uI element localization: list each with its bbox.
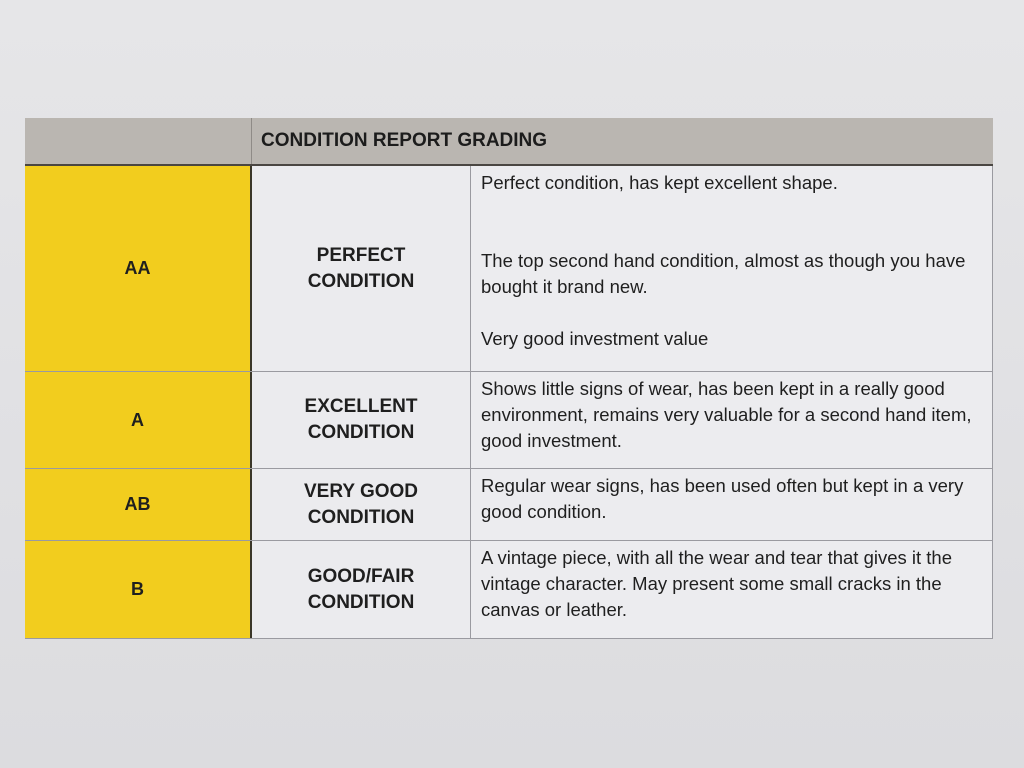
condition-line: CONDITION bbox=[307, 270, 415, 292]
condition-line: GOOD/FAIR bbox=[307, 565, 415, 587]
table-row: A EXCELLENT CONDITION Shows little signs … bbox=[25, 372, 993, 469]
description-text: Perfect condition, has kept excellent sh… bbox=[481, 172, 838, 193]
table-row: B GOOD/FAIR CONDITION A vintage piece, wi… bbox=[25, 541, 993, 639]
table-header: CONDITION REPORT GRADING bbox=[25, 118, 993, 166]
header-blank-cell bbox=[25, 118, 251, 164]
condition-line: CONDITION bbox=[307, 591, 415, 613]
description-cell: Perfect condition, has kept excellent sh… bbox=[471, 166, 993, 371]
description-text: A vintage piece, with all the wear and t… bbox=[481, 547, 953, 620]
condition-cell: GOOD/FAIR CONDITION bbox=[252, 541, 471, 638]
description-text: Very good investment value bbox=[481, 328, 709, 349]
table-row: AB VERY GOOD CONDITION Regular wear signs… bbox=[25, 469, 993, 541]
description-cell: A vintage piece, with all the wear and t… bbox=[471, 541, 993, 638]
condition-line: EXCELLENT bbox=[304, 396, 418, 417]
condition-line: PERFECT bbox=[316, 244, 406, 266]
condition-cell: PERFECT CONDITION bbox=[252, 166, 471, 371]
condition-line: VERY GOOD bbox=[303, 480, 419, 502]
description-cell: Regular wear signs, has been used often … bbox=[471, 469, 993, 540]
condition-grading-table: CONDITION REPORT GRADING AA PERFECT CONDI… bbox=[25, 118, 993, 639]
condition-line: CONDITION bbox=[307, 422, 415, 443]
grade-cell: AB bbox=[25, 469, 252, 540]
condition-cell: EXCELLENT CONDITION bbox=[252, 372, 471, 468]
description-text: The top second hand condition, almost as… bbox=[481, 250, 966, 297]
grade-cell: B bbox=[25, 541, 252, 638]
condition-cell: VERY GOOD CONDITION bbox=[252, 469, 471, 540]
table-title: CONDITION REPORT GRADING bbox=[251, 118, 993, 164]
description-text: Regular wear signs, has been used often … bbox=[481, 475, 964, 522]
description-text: Shows little signs of wear, has been kep… bbox=[481, 378, 972, 451]
table-row: AA PERFECT CONDITION Perfect condition, h… bbox=[25, 166, 993, 372]
grade-cell: AA bbox=[25, 166, 252, 371]
condition-line: CONDITION bbox=[307, 506, 415, 528]
grade-cell: A bbox=[25, 372, 252, 468]
description-cell: Shows little signs of wear, has been kep… bbox=[471, 372, 993, 468]
